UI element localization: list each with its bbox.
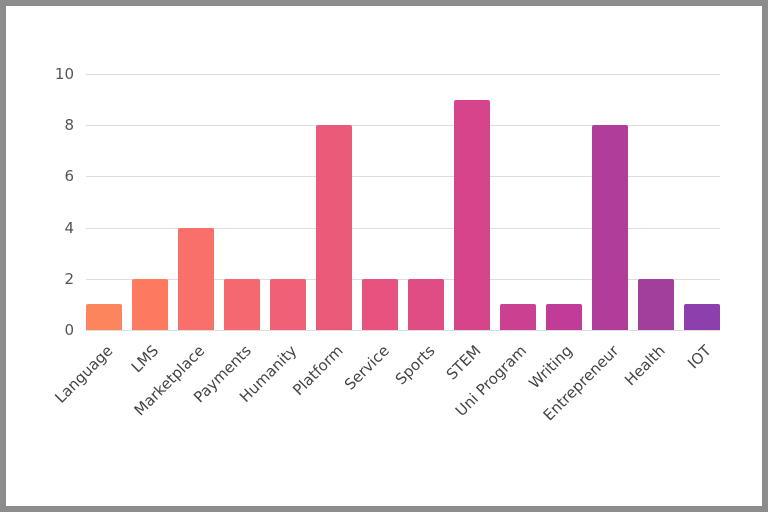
y-tick-label: 10 [54, 65, 74, 83]
bar[interactable] [500, 304, 536, 330]
bar[interactable] [270, 278, 306, 330]
x-tick-label: Health [621, 341, 669, 390]
bar[interactable] [592, 125, 628, 330]
gridline [86, 227, 720, 229]
y-tick-label: 0 [64, 321, 74, 339]
x-tick-label: STEM [442, 341, 485, 384]
bar[interactable] [684, 304, 720, 330]
x-tick-label: Language [51, 341, 117, 407]
bar[interactable] [362, 278, 398, 330]
bar[interactable] [408, 278, 444, 330]
gridline [86, 278, 720, 280]
bar[interactable] [316, 125, 352, 330]
x-tick-label: Sports [391, 341, 439, 389]
y-tick-label: 4 [64, 218, 74, 237]
gridline [86, 330, 720, 331]
x-tick-label: Service [340, 341, 393, 394]
bar[interactable] [224, 278, 260, 330]
bar[interactable] [638, 278, 674, 330]
x-tick-label: LMS [127, 341, 163, 377]
gridline [86, 176, 720, 178]
gridline [86, 125, 720, 127]
bar[interactable] [546, 304, 582, 330]
y-tick-label: 6 [64, 167, 74, 186]
x-tick-label: Platform [289, 341, 347, 400]
gridline [86, 74, 720, 75]
bar[interactable] [178, 227, 214, 330]
bar[interactable] [86, 304, 122, 330]
y-tick-label: 2 [64, 269, 74, 288]
bar[interactable] [454, 99, 490, 330]
bar[interactable] [132, 278, 168, 330]
y-tick-label: 8 [64, 116, 74, 135]
x-tick-label: IOT [684, 341, 715, 373]
